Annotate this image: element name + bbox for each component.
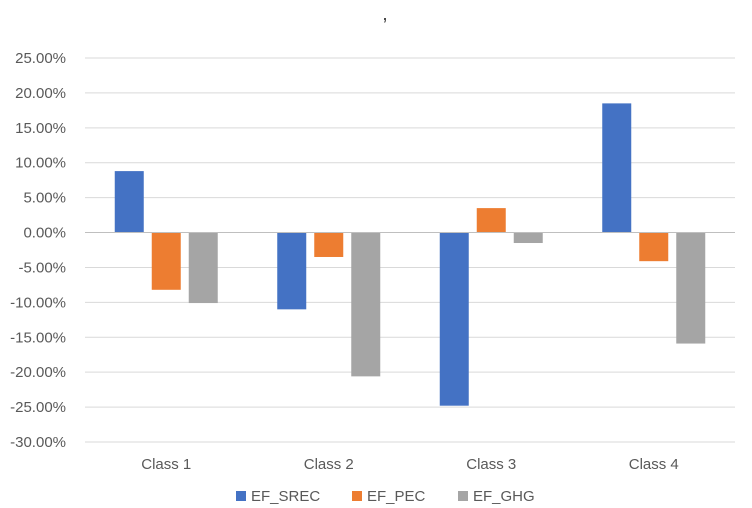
legend-swatch: [458, 491, 468, 501]
y-tick-label: 0.00%: [23, 225, 66, 242]
y-tick-label: 5.00%: [23, 190, 66, 207]
bar-ef-pec: [639, 232, 669, 262]
bar-ef-srec: [114, 171, 144, 233]
bar-ef-ghg: [513, 232, 543, 244]
y-tick-label: -5.00%: [18, 259, 66, 276]
x-tick-label: Class 2: [304, 456, 354, 473]
bar-ef-ghg: [351, 232, 381, 377]
y-tick-label: 15.00%: [15, 120, 66, 137]
y-tick-label: -25.00%: [10, 399, 66, 416]
y-tick-label: -10.00%: [10, 294, 66, 311]
y-tick-label: -20.00%: [10, 364, 66, 381]
bar-ef-srec: [602, 103, 632, 233]
bar-ef-srec: [277, 232, 307, 310]
bar-ef-ghg: [188, 232, 218, 304]
bar-ef-pec: [151, 232, 181, 290]
x-tick-label: Class 3: [466, 456, 516, 473]
legend-label: EF_SREC: [251, 488, 320, 505]
y-tick-label: 25.00%: [15, 50, 66, 67]
bar-ef-pec: [476, 208, 506, 233]
y-tick-label: 20.00%: [15, 85, 66, 102]
y-tick-label: 10.00%: [15, 155, 66, 172]
bar-ef-ghg: [676, 232, 706, 344]
bar-ef-srec: [439, 232, 469, 406]
y-tick-label: -15.00%: [10, 329, 66, 346]
x-axis-ticks: Class 1 Class 2 Class 3 Class 4: [141, 456, 679, 473]
chart-title: ’: [383, 15, 387, 37]
y-tick-label: -30.00%: [10, 434, 66, 451]
legend-label: EF_PEC: [367, 488, 426, 505]
legend: EF_SREC EF_PEC EF_GHG: [236, 488, 535, 505]
y-axis-ticks: 25.00% 20.00% 15.00% 10.00% 5.00% 0.00% -5.00%…: [10, 50, 66, 451]
gridlines: [85, 57, 735, 443]
bar-ef-pec: [314, 232, 344, 257]
legend-swatch: [352, 491, 362, 501]
legend-label: EF_GHG: [473, 488, 535, 505]
legend-swatch: [236, 491, 246, 501]
x-tick-label: Class 4: [629, 456, 679, 473]
x-tick-label: Class 1: [141, 456, 191, 473]
bars: [114, 103, 706, 406]
